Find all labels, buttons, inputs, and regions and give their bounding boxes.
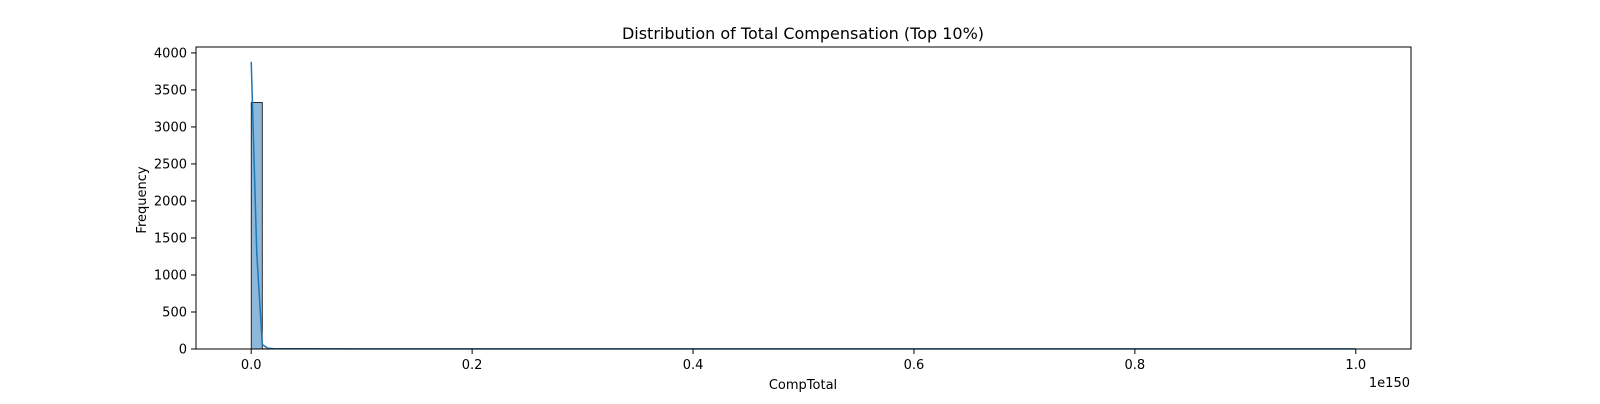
kde-line [251, 62, 1356, 349]
y-tick-label: 4000 [154, 46, 187, 61]
y-tick-label: 1000 [154, 268, 187, 283]
x-tick-label: 0.6 [904, 358, 925, 373]
y-axis-label: Frequency [135, 166, 150, 233]
y-tick-label: 1500 [154, 231, 187, 246]
kde-curve-layer [251, 62, 1356, 349]
x-tick-label: 0.4 [683, 358, 704, 373]
x-tick-label: 1.0 [1345, 358, 1366, 373]
x-axis-label: CompTotal [769, 378, 837, 393]
x-axis-ticks: 0.0 0.2 0.4 0.6 0.8 1.0 [241, 349, 1366, 373]
y-axis-ticks: 0 500 1000 1500 2000 2500 3000 3500 4000 [154, 46, 196, 357]
y-tick-label: 2500 [154, 157, 187, 172]
y-tick-label: 2000 [154, 194, 187, 209]
histogram-bars [251, 103, 1356, 349]
x-axis-offset-label: 1e150 [1369, 376, 1410, 391]
x-tick-label: 0.8 [1125, 358, 1146, 373]
y-tick-label: 3000 [154, 120, 187, 135]
chart-title: Distribution of Total Compensation (Top … [622, 24, 984, 43]
x-tick-label: 0.2 [462, 358, 483, 373]
y-tick-label: 500 [162, 305, 187, 320]
x-tick-label: 0.0 [241, 358, 262, 373]
y-tick-label: 3500 [154, 83, 187, 98]
plot-frame [196, 47, 1411, 349]
y-tick-label: 0 [179, 343, 187, 358]
